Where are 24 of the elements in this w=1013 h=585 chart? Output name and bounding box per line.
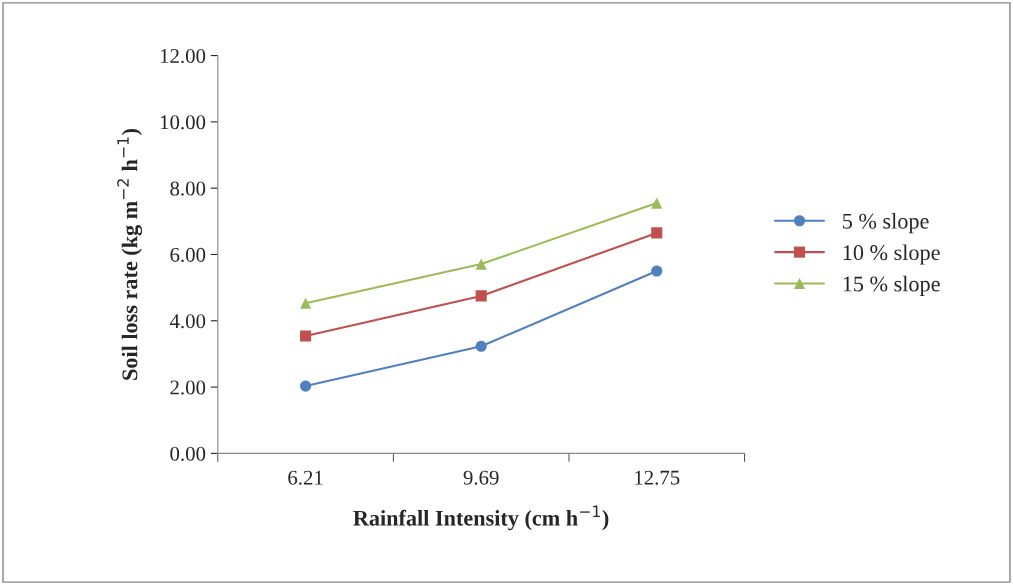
y-tick-label: 8.00 [170,181,206,196]
point [475,290,487,302]
point [475,258,487,270]
point [300,297,312,309]
x-tick-label: 6.21 [288,470,323,485]
y-tick-label: 2.00 [170,380,206,395]
legend-label: 10 % slope [843,244,940,265]
legend-label: 5 % slope [843,213,929,234]
point [651,197,663,209]
legend-label: 15 % slope [843,275,940,297]
point [651,265,663,277]
point [651,227,663,239]
x-tick-label: 9.69 [463,470,499,485]
y-tick-label: 4.00 [169,314,206,329]
y-tick-label: 6.00 [170,247,206,262]
point [300,380,312,392]
x-tick-label: 12.75 [635,470,680,485]
y-tick-label: 10.00 [160,115,206,130]
y-axis-title: Soil loss rate (kg m$^{−2}$ h$^{−1}$) [117,128,143,380]
x-axis-title: Rainfall Intensity (cm h$^{−1}$) [353,505,609,531]
point [300,330,312,342]
point [475,340,487,352]
y-tick-label: 12.00 [160,48,206,64]
y-tick-label: 0.00 [170,446,206,461]
